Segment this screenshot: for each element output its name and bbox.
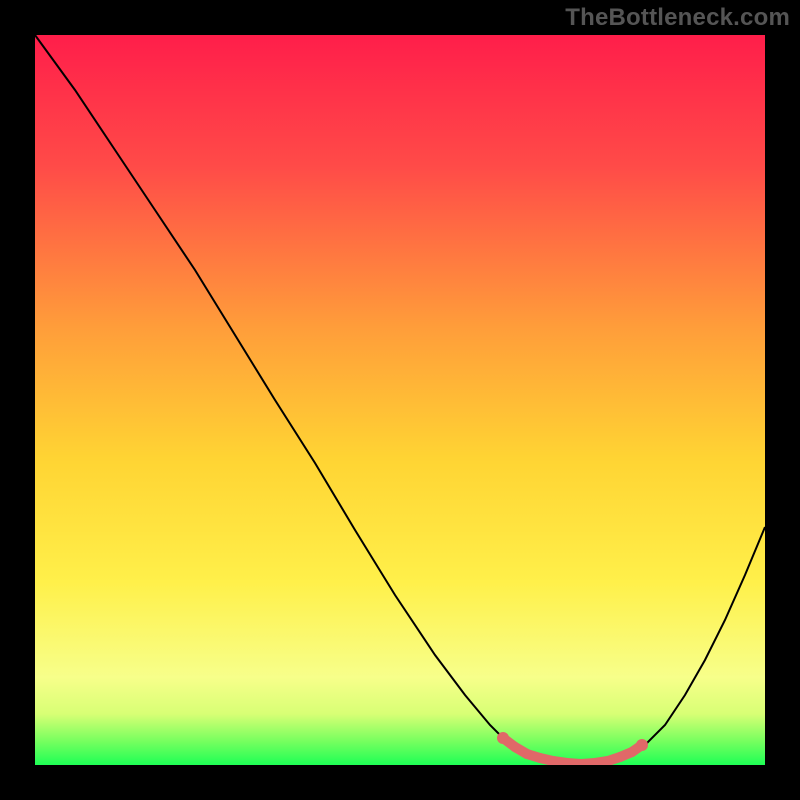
curve-layer (35, 35, 765, 765)
bottleneck-curve (35, 35, 765, 764)
highlight-end-dot (636, 739, 648, 751)
outer-frame: TheBottleneck.com (0, 0, 800, 800)
attribution-text: TheBottleneck.com (565, 4, 790, 32)
optimal-range-highlight (497, 732, 648, 764)
plot-area (35, 35, 765, 765)
highlight-start-dot (497, 732, 509, 744)
